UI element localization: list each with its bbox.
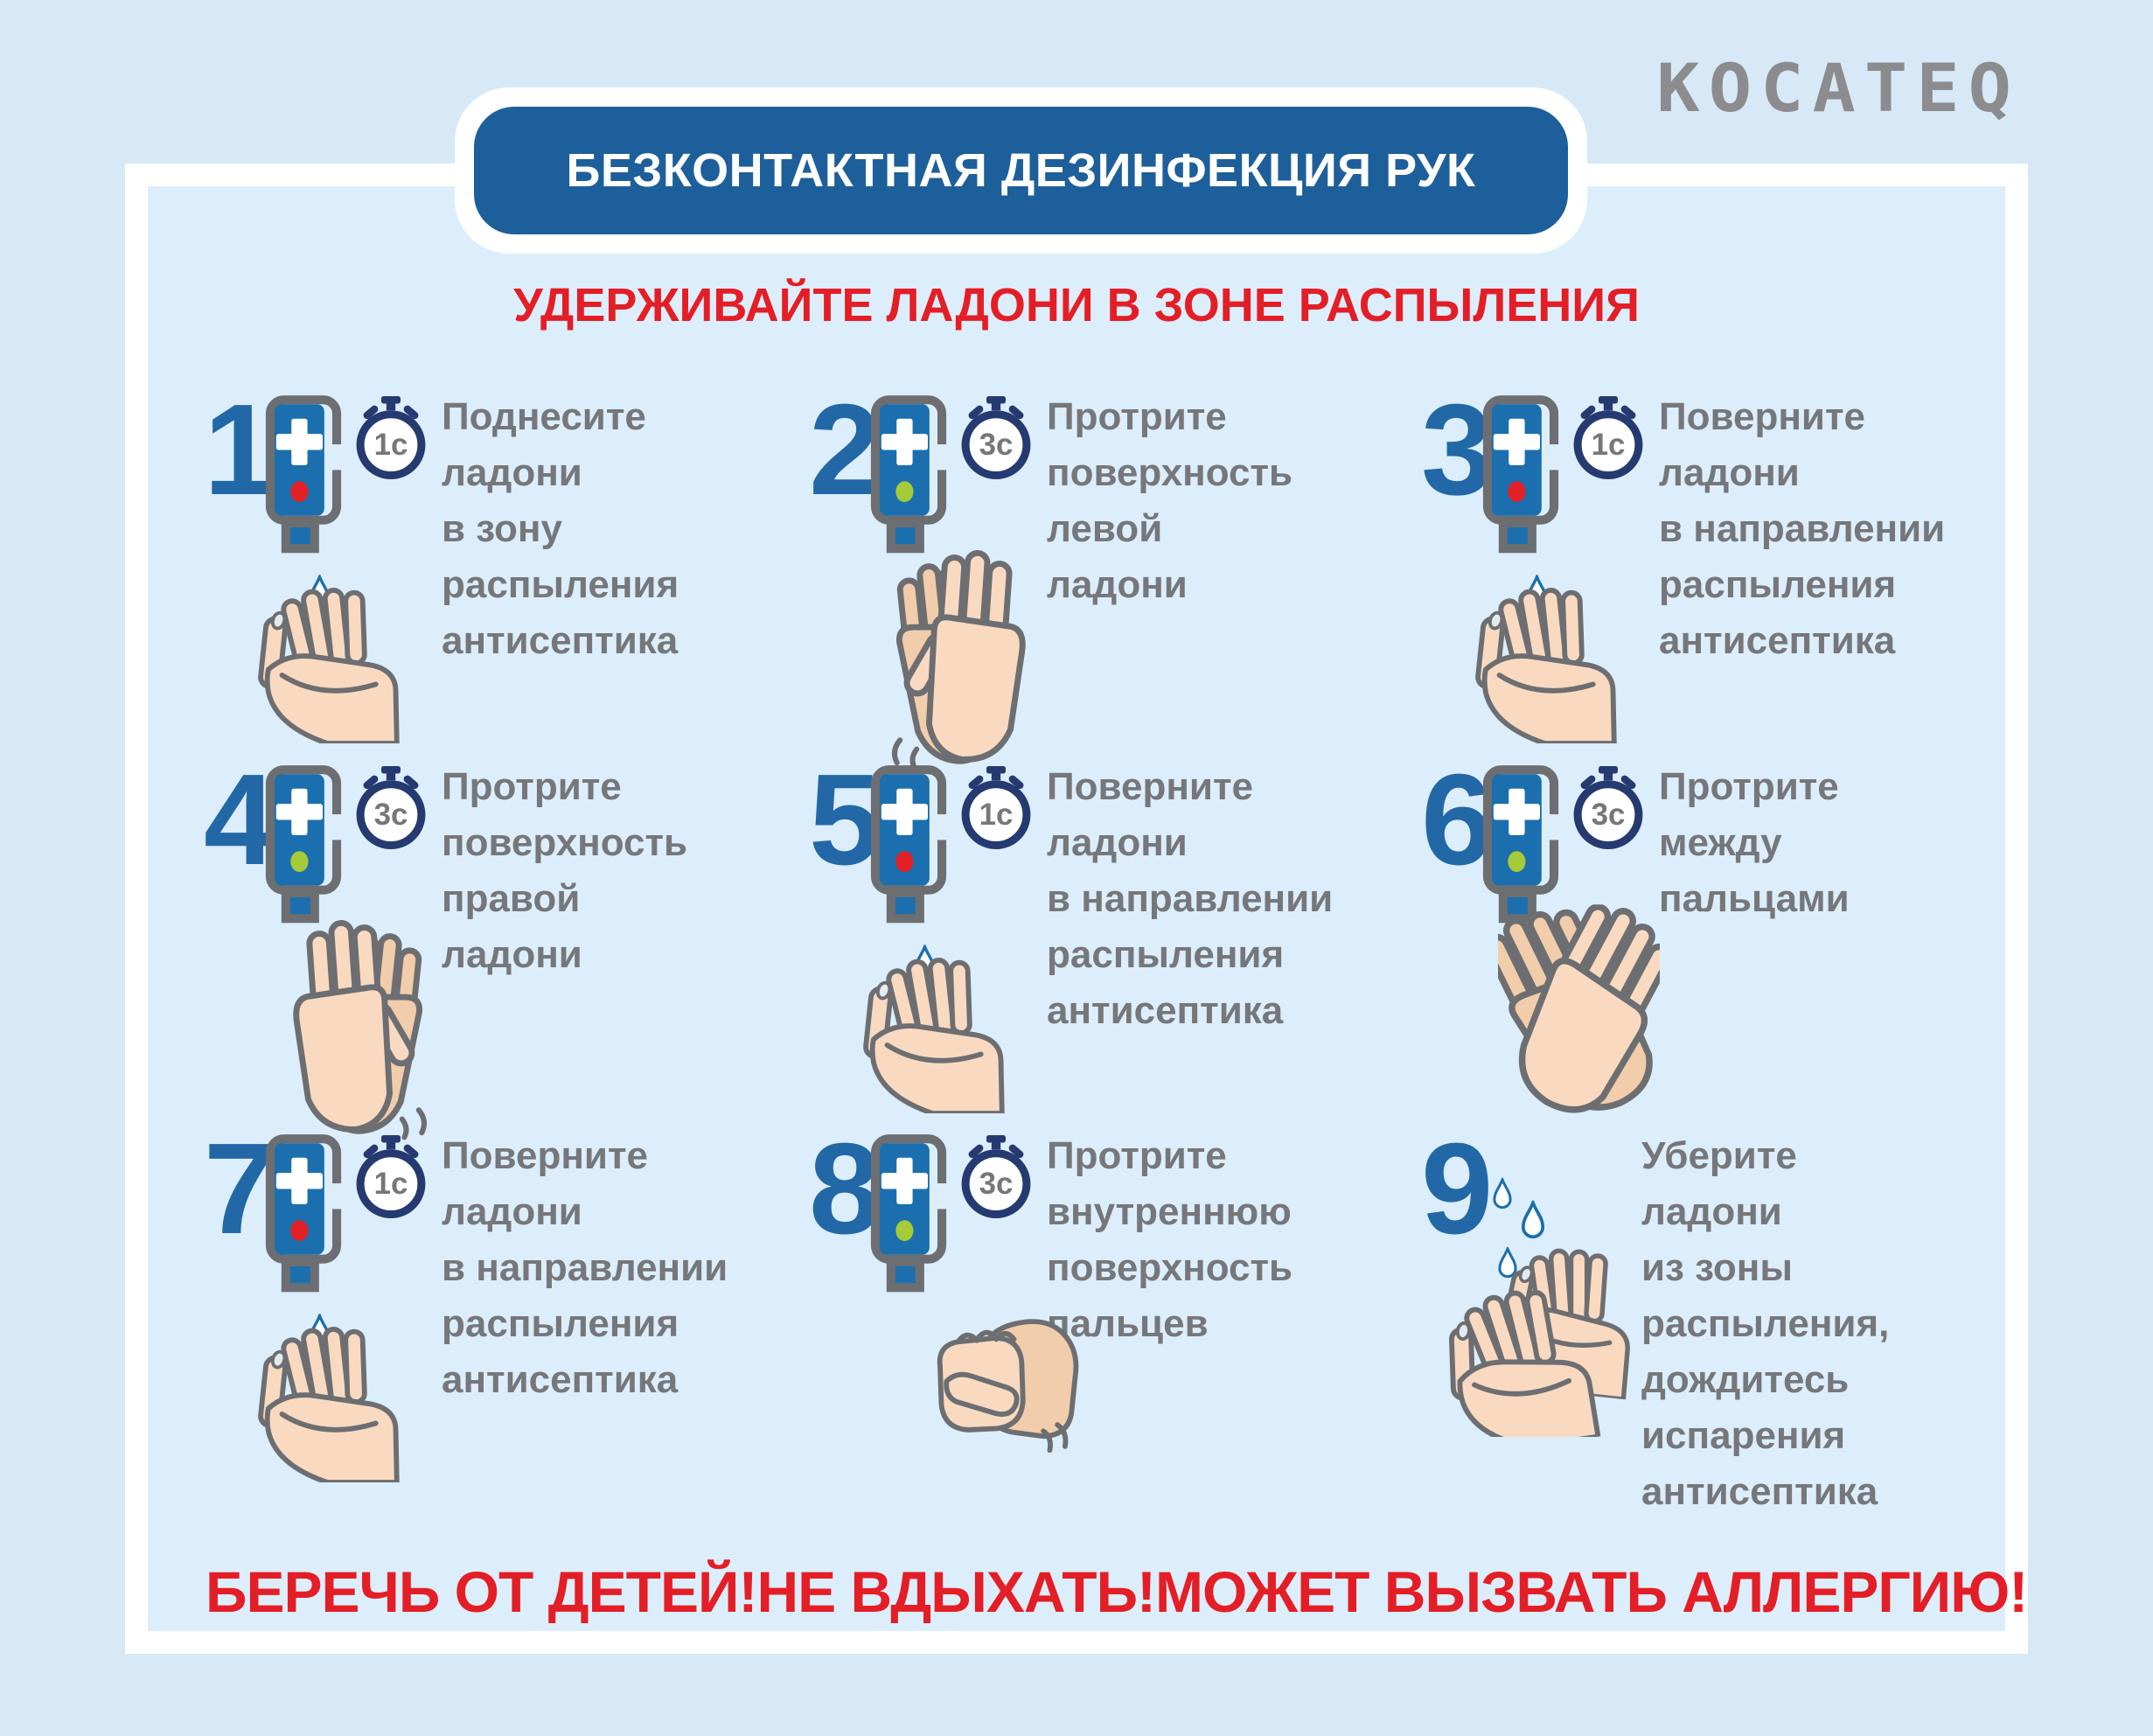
dispenser-icon [870,1133,947,1302]
fist-rub-hands-icon [918,1305,1084,1458]
stopwatch-time: 3с [374,798,408,832]
step-instruction: Протрите поверхность правой ладони [442,765,688,976]
page-title: БЕЗКОНТАКТНАЯ ДЕЗИНФЕКЦИЯ РУК [566,144,1476,197]
dispenser-icon [1482,394,1559,563]
stopwatch-time: 3с [979,428,1014,462]
dispenser-indicator-dot [290,1220,309,1242]
title-pill: БЕЗКОНТАКТНАЯ ДЕЗИНФЕКЦИЯ РУК [455,87,1587,254]
step-5: 5 1с Поверните ладони в направлении расп… [809,756,1421,1140]
two-palms-hands-icon [1435,1231,1641,1437]
step-instruction: Поверните ладони в направлении распылени… [1047,765,1334,1032]
poster-frame [125,164,2028,1654]
stopwatch-icon: 1с [354,1135,428,1220]
step-2: 2 3с Протрите поверхность левой ладони [809,386,1421,772]
warning-keep-from-children: БЕРЕЧЬ ОТ ДЕТЕЙ! [206,1559,757,1624]
step-number: 6 [1421,748,1494,892]
step-instruction: Протрите между пальцами [1659,765,1850,920]
step-number: 5 [809,748,881,892]
dispenser-indicator-dot [895,851,914,873]
open-palm-hand-icon [242,573,413,743]
rubbing-palms-icon [274,915,440,1142]
title-pill-inner: БЕЗКОНТАКТНАЯ ДЕЗИНФЕКЦИЯ РУК [474,107,1568,234]
stopwatch-time: 1с [374,428,408,462]
step-number: 3 [1421,378,1494,522]
stopwatch-time: 1с [374,1167,408,1201]
dispenser-indicator-dot [895,1220,914,1242]
open-palm-hand-icon [847,943,1018,1113]
stopwatch-icon: 3с [354,766,428,851]
step-instruction: Уберите ладони из зоны распыления, дожди… [1641,1134,1890,1513]
stopwatch-icon: 3с [1571,766,1645,851]
stopwatch-time: 3с [979,1167,1014,1201]
dispenser-icon [265,764,342,933]
step-8: 8 3с Протрите внутреннюю поверхность пал… [809,1125,1421,1509]
dispenser-indicator-dot [290,851,309,873]
brand-logo: KOCATEQ [1656,51,2020,128]
step-6: 6 3с Протрите между пальцами [1421,756,2033,1140]
step-4: 4 3с Протрите поверхность правой ладони [204,756,816,1142]
dispenser-indicator-dot [290,481,309,503]
step-instruction: Поднесите ладони в зону распыления антис… [442,395,679,662]
dispenser-icon [265,1133,342,1302]
interlaced-fingers-icon [1498,904,1660,1147]
dispenser-icon [870,394,947,563]
antiseptic-drop-icon [1491,1172,1514,1216]
stopwatch-icon: 3с [959,1135,1033,1220]
step-7: 7 1с Поверните ладони в направлении расп… [204,1125,816,1509]
step-number: 7 [204,1117,276,1261]
step-instruction: Протрите внутреннюю поверхность пальцев [1047,1134,1293,1345]
step-3: 3 1с Поверните ладони в направлении расп… [1421,386,2033,770]
step-9: 9 Уберите ладони из зоны распыления, дож… [1421,1125,2033,1514]
subtitle: УДЕРЖИВАЙТЕ ЛАДОНИ В ЗОНЕ РАСПЫЛЕНИЯ [513,279,1640,331]
step-number: 8 [809,1117,881,1261]
dispenser-icon [265,394,342,563]
step-number: 1 [204,378,276,522]
warning-may-cause-allergy: МОЖЕТ ВЫЗВАТЬ АЛЛЕРГИЮ! [1155,1559,2028,1624]
step-instruction: Протрите поверхность левой ладони [1047,395,1293,606]
step-number: 2 [809,378,881,522]
stopwatch-icon: 1с [1571,396,1645,481]
dispenser-icon [1482,764,1559,933]
open-palm-hand-icon [1460,573,1630,743]
dispenser-indicator-dot [1508,481,1526,503]
step-number: 4 [204,748,276,892]
stopwatch-time: 1с [979,798,1014,832]
warning-do-not-inhale: НЕ ВДЫХАТЬ! [756,1559,1156,1624]
dispenser-icon [870,764,947,933]
stopwatch-icon: 3с [959,396,1033,481]
stopwatch-time: 3с [1592,798,1626,832]
stopwatch-time: 1с [1592,428,1626,462]
rubbing-palms-icon [879,545,1045,772]
step-instruction: Поверните ладони в направлении распылени… [1659,395,1946,662]
dispenser-indicator-dot [895,481,914,503]
open-palm-hand-icon [242,1312,413,1482]
stopwatch-icon: 1с [959,766,1033,851]
step-number: 9 [1421,1117,1494,1261]
step-instruction: Поверните ладони в направлении распылени… [442,1134,728,1401]
step-1: 1 1с Поднесите ладони в зону распыления … [204,386,816,770]
stopwatch-icon: 1с [354,396,428,481]
warnings-bar: БЕРЕЧЬ ОТ ДЕТЕЙ! НЕ ВДЫХАТЬ! МОЖЕТ ВЫЗВА… [206,1558,2028,1625]
dispenser-indicator-dot [1508,851,1526,873]
